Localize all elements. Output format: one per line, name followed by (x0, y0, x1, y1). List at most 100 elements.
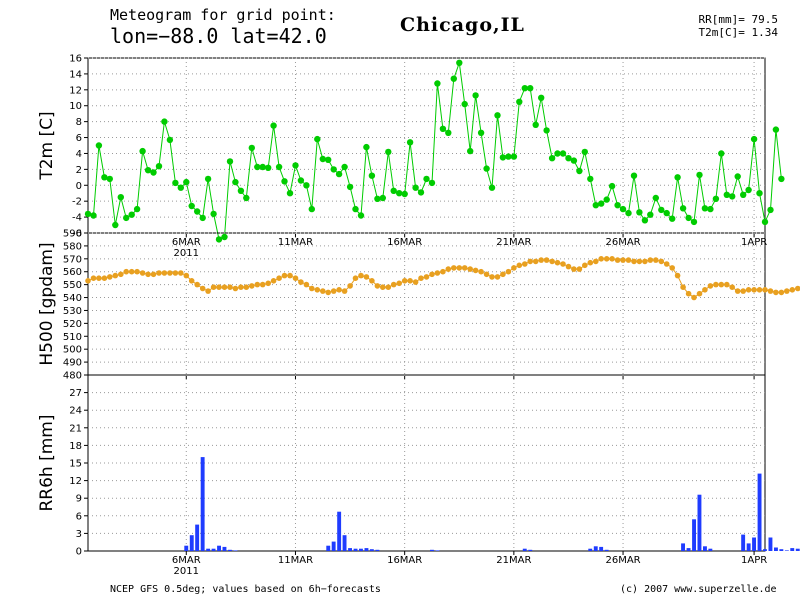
h500-point (314, 287, 321, 293)
y-tick-label: -4 (72, 213, 82, 224)
h500-point (423, 274, 430, 280)
h500-point (718, 281, 725, 288)
t2m-point (548, 155, 556, 162)
y-tick-label: 570 (63, 254, 82, 265)
h500-point (729, 284, 735, 291)
t2m-point (128, 211, 135, 218)
footer-copyright: (c) 2007 www.superzelle.de (620, 584, 777, 595)
t2m-point (194, 208, 201, 215)
t2m-point (335, 170, 343, 178)
h500-point (358, 272, 364, 279)
t2m-point (456, 59, 463, 66)
y-tick-label: 27 (69, 388, 82, 399)
h500-point (724, 281, 730, 288)
h500-point (221, 284, 228, 291)
t2m-point (772, 126, 780, 133)
t2m-point (150, 169, 157, 176)
h500-point (429, 271, 435, 278)
y-tick-label: 6 (76, 511, 82, 522)
h500-point (445, 266, 452, 272)
t2m-point (494, 112, 501, 119)
h500-point (341, 288, 348, 294)
t2m-point (166, 136, 174, 144)
t2m-point (450, 75, 457, 82)
t2m-point (374, 195, 381, 202)
t2m-point (461, 100, 468, 108)
t2m-point (581, 148, 588, 156)
h500-point (412, 279, 419, 285)
h500-point (210, 284, 217, 291)
t2m-point (718, 150, 725, 157)
t2m-point (603, 196, 610, 203)
t2m-point (390, 187, 397, 194)
t2m-point (483, 165, 490, 172)
t2m-point (172, 179, 179, 187)
rr-bar (604, 549, 609, 551)
h500-point (347, 283, 353, 289)
y-tick-label: 9 (76, 494, 82, 505)
y-tick-label: -6 (72, 229, 82, 240)
h500-point (363, 274, 370, 280)
h500-point (172, 270, 179, 276)
rr-bar (746, 543, 751, 551)
rr-bar (233, 550, 238, 551)
h500-point (625, 257, 632, 263)
h500-point (494, 274, 501, 280)
h500-point (489, 274, 495, 280)
h500-point (685, 290, 692, 297)
h500-point (216, 284, 222, 291)
h500-point (249, 283, 255, 289)
location-title: Chicago,IL (400, 14, 525, 36)
y-tick-label: 520 (63, 319, 82, 330)
y-tick-label: 3 (76, 529, 82, 540)
y-tick-label: 12 (69, 476, 82, 487)
t2m-point (428, 179, 436, 187)
y-tick-label: 550 (63, 280, 82, 291)
x-tick-label: 1APR (741, 237, 767, 248)
h500-point (653, 257, 659, 263)
h500-point (145, 271, 151, 278)
h500-point (167, 270, 173, 276)
x-tick-label: 26MAR (605, 555, 640, 566)
t2m-point (734, 173, 741, 180)
title-line-2: lon=−88.0 lat=42.0 (110, 24, 327, 48)
x-tick-label: 1APR (741, 555, 767, 566)
h500-point (330, 288, 337, 294)
rr-bar (353, 548, 358, 551)
h500-point (511, 265, 517, 271)
t2m-point (636, 209, 643, 216)
h500-point (150, 271, 157, 278)
h500-point (702, 287, 708, 293)
t2m-point (598, 200, 605, 207)
t2m-point (674, 174, 681, 181)
h500-point (243, 284, 250, 291)
x-tick-label: 16MAR (387, 555, 422, 566)
x-tick-label: 26MAR (605, 237, 640, 248)
h500-point (194, 281, 200, 288)
h500-point (500, 271, 506, 278)
y-tick-label: 2 (76, 165, 82, 176)
h500-point (663, 261, 670, 267)
t2m-point (84, 210, 92, 218)
h500-point (101, 275, 108, 282)
h500-point (762, 287, 768, 293)
h500-point (205, 288, 211, 294)
t2m-point (297, 177, 305, 184)
y-axis-label-2: RR6h [mm] (37, 414, 57, 511)
rr-bar (435, 550, 440, 551)
y-tick-label: -2 (72, 197, 82, 208)
t2m-point (210, 210, 217, 218)
x-tick-label: 6MAR (172, 555, 201, 566)
x-tick-label: 21MAR (496, 237, 531, 248)
t2m-point (303, 182, 310, 189)
h500-point (669, 265, 675, 271)
h500-point (107, 274, 113, 280)
t2m-point (619, 205, 627, 213)
h500-point (614, 257, 621, 263)
h500-point (232, 285, 239, 292)
rr-bar (768, 537, 773, 551)
rr-bar (222, 546, 227, 551)
h500-point (609, 255, 615, 262)
rr-bar (790, 548, 795, 551)
t2m-point (729, 193, 736, 200)
